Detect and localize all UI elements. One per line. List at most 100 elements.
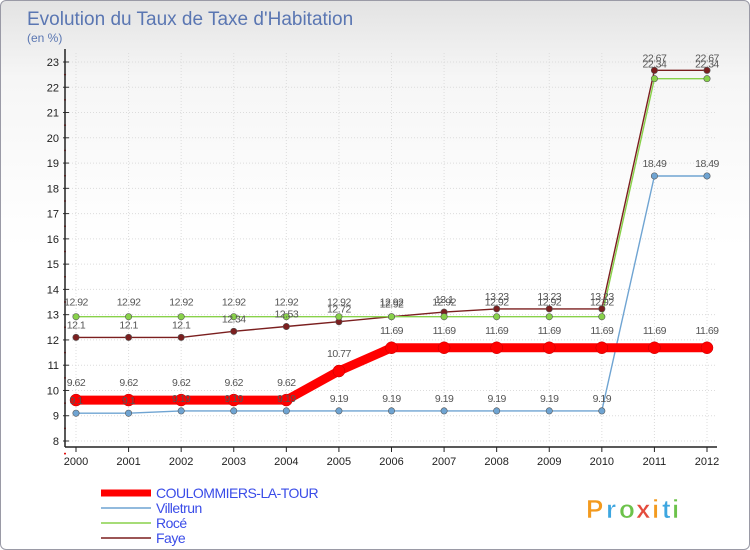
data-point — [598, 407, 606, 415]
data-point — [227, 393, 240, 407]
data-label: 9.62 — [172, 377, 191, 389]
x-tick-label: 2000 — [64, 456, 88, 468]
data-point — [177, 407, 185, 415]
logo-letter: i — [652, 494, 659, 524]
logo-letter: x — [636, 494, 651, 524]
data-label: 12.92 — [380, 299, 404, 311]
data-label: 9.19 — [277, 393, 296, 405]
data-point — [335, 407, 343, 415]
y-tick-label: 15 — [47, 259, 59, 271]
data-point — [595, 341, 609, 355]
data-point — [282, 313, 290, 321]
chart-title: Evolution du Taux de Taxe d'Habitation — [27, 9, 353, 30]
logo-letter: o — [619, 494, 635, 524]
data-point — [125, 333, 133, 341]
legend-label: COULOMMIERS-LA-TOUR — [156, 485, 319, 501]
data-label: 9.19 — [435, 393, 454, 405]
data-label: 12.92 — [222, 297, 246, 309]
logo-letter: i — [672, 494, 679, 524]
y-tick-label: 13 — [47, 310, 59, 322]
data-label: 13.23 — [590, 291, 614, 303]
data-label: 12.92 — [537, 297, 561, 309]
y-tick-label: 22 — [47, 82, 59, 94]
data-point — [72, 333, 80, 341]
data-point — [125, 409, 133, 417]
data-label: 9.19 — [593, 393, 612, 405]
data-label: 12.72 — [327, 304, 351, 316]
data-label: 22.67 — [643, 52, 667, 64]
data-point — [332, 364, 346, 378]
data-label: 9.19 — [382, 393, 401, 405]
data-point — [650, 75, 658, 83]
data-label: 9.19 — [487, 393, 506, 405]
data-label: 9.1 — [122, 395, 136, 407]
data-label: 12.92 — [380, 297, 404, 309]
data-point — [385, 341, 398, 355]
data-label: 9.19 — [330, 393, 349, 405]
data-point — [125, 313, 133, 321]
data-point — [177, 333, 185, 341]
data-label: 18.49 — [643, 158, 667, 170]
data-label: 9.19 — [225, 393, 244, 405]
data-label: 9.62 — [67, 377, 86, 389]
data-label: 9.19 — [540, 393, 559, 405]
y-tick-label: 12 — [47, 335, 59, 347]
data-point — [493, 305, 501, 313]
y-tick-label: 20 — [47, 133, 59, 145]
data-point — [69, 393, 83, 407]
x-tick-label: 2009 — [537, 456, 561, 468]
logo-letter: t — [662, 494, 671, 524]
y-tick-label: 9 — [53, 411, 59, 423]
data-label: 9.19 — [172, 393, 191, 405]
data-point — [440, 313, 448, 321]
data-label: 13.23 — [485, 291, 509, 303]
data-label: 12.1 — [67, 319, 86, 331]
data-label: 10.77 — [327, 348, 351, 360]
x-tick-label: 2012 — [695, 456, 719, 468]
legend-label: Rocé — [156, 515, 187, 531]
data-point — [177, 313, 185, 321]
data-point — [230, 313, 238, 321]
data-point — [543, 341, 556, 355]
data-label: 12.92 — [169, 297, 193, 309]
data-point — [700, 341, 714, 355]
y-minor-mark — [64, 452, 66, 455]
data-point — [335, 313, 343, 321]
x-tick-label: 2003 — [222, 456, 246, 468]
data-point — [72, 313, 80, 321]
data-point — [280, 393, 293, 407]
data-label: 11.69 — [643, 325, 667, 337]
y-tick-label: 11 — [48, 360, 59, 372]
data-label: 12.92 — [590, 297, 614, 309]
x-tick-label: 2008 — [484, 456, 508, 468]
data-point — [650, 172, 658, 180]
data-label: 11.69 — [590, 325, 614, 337]
data-point — [598, 313, 606, 321]
y-tick-label: 18 — [47, 183, 59, 195]
data-label: 12.1 — [119, 319, 138, 331]
data-point — [72, 409, 80, 417]
data-point — [545, 305, 553, 313]
y-tick-label: 14 — [47, 284, 59, 296]
x-tick-label: 2004 — [274, 456, 298, 468]
data-point — [440, 407, 448, 415]
x-tick-label: 2005 — [327, 456, 351, 468]
y-tick-label: 8 — [53, 436, 59, 448]
data-point — [230, 327, 238, 335]
data-label: 13.23 — [537, 291, 561, 303]
data-point — [545, 313, 553, 321]
y-tick-label: 21 — [47, 108, 59, 120]
x-tick-label: 2002 — [169, 456, 193, 468]
x-tick-label: 2011 — [643, 456, 667, 468]
data-point — [282, 323, 290, 331]
data-point — [387, 407, 395, 415]
data-label: 11.69 — [538, 325, 562, 337]
data-label: 22.34 — [695, 59, 719, 71]
data-label: 12.92 — [485, 297, 509, 309]
y-tick-label: 16 — [47, 234, 59, 246]
legend-label: Faye — [156, 530, 186, 546]
data-point — [493, 407, 501, 415]
logo-letter: r — [606, 494, 616, 524]
